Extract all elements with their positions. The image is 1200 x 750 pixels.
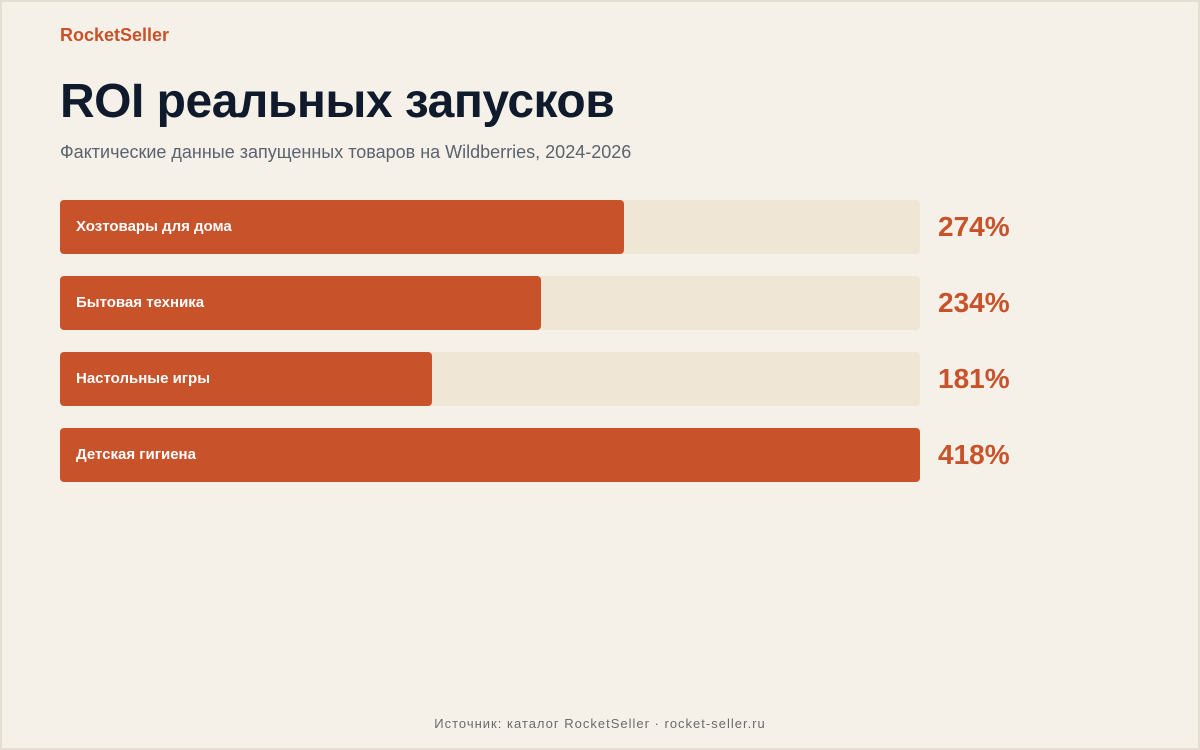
bar-track [60, 428, 920, 482]
source-footer: Источник: каталог RocketSeller · rocket-… [434, 716, 766, 731]
bar [60, 428, 920, 482]
bar-category-label: Хозтовары для дома [76, 218, 232, 235]
brand-logo: RocketSeller [60, 25, 170, 45]
page-title: ROI реальных запусков [60, 75, 615, 128]
bar-track [60, 276, 920, 330]
roi-bar-chart: Хозтовары для дома 274% Бытовая техника 234… [60, 200, 1060, 504]
bar-value-label: 181% [938, 363, 1010, 394]
chart-row: Бытовая техника 234% [60, 276, 1060, 330]
bar-value-label: 234% [938, 287, 1010, 318]
bar-track [60, 352, 920, 406]
chart-row: Настольные игры 181% [60, 352, 1060, 406]
bar-value-label: 418% [938, 439, 1010, 470]
bar-category-label: Бытовая техника [76, 294, 205, 311]
bar-category-label: Детская гигиена [76, 446, 196, 463]
bar-track [60, 200, 920, 254]
bar-category-label: Настольные игры [76, 370, 211, 387]
page-subtitle: Фактические данные запущенных товаров на… [60, 142, 632, 162]
bar [60, 276, 541, 330]
chart-row: Детская гигиена 418% [60, 428, 1060, 482]
bar [60, 200, 624, 254]
bar [60, 352, 432, 406]
chart-row: Хозтовары для дома 274% [60, 200, 1060, 254]
bar-value-label: 274% [938, 211, 1010, 242]
